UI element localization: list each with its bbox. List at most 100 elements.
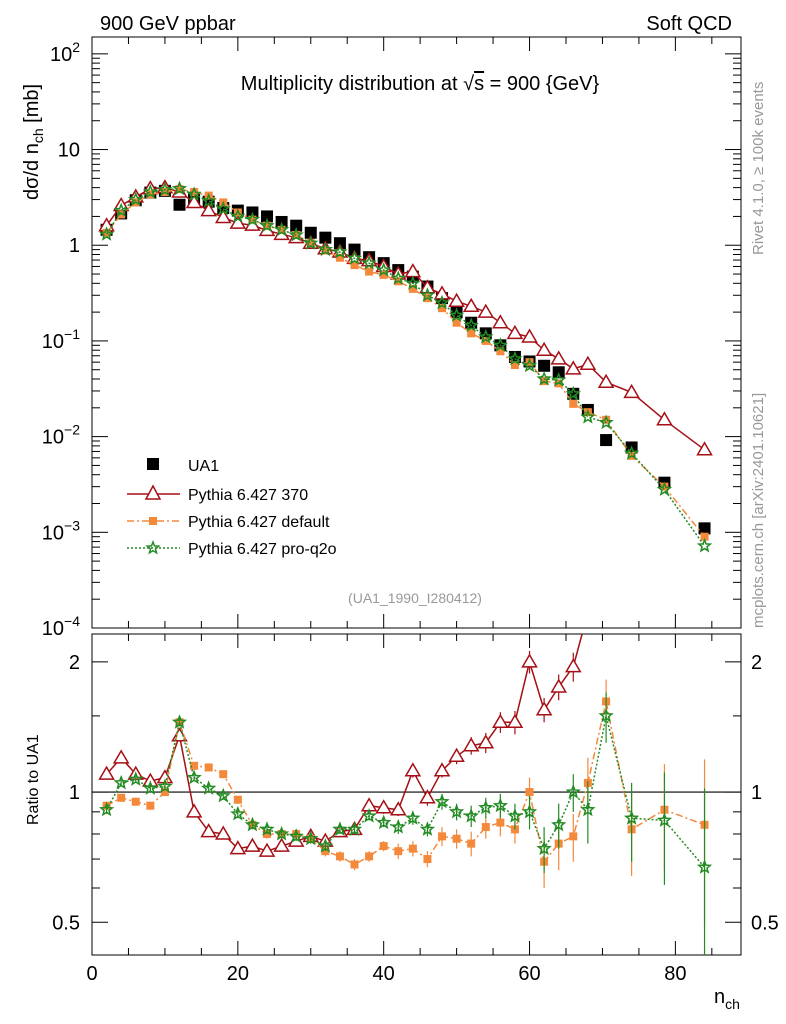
data-point	[462, 297, 480, 313]
data-point	[408, 284, 417, 293]
ratio-point	[350, 860, 359, 869]
y-tick-label: 10−2	[42, 422, 80, 449]
ratio-point	[463, 808, 479, 823]
data-point	[434, 294, 450, 310]
ratio-point	[438, 832, 447, 841]
data-point	[361, 255, 377, 270]
ratio-y-tick-label-right: 1	[751, 782, 762, 804]
legend-label-default: Pythia 6.427 default	[188, 514, 330, 531]
ratio-point	[258, 842, 276, 857]
data-point	[506, 324, 524, 340]
data-point	[157, 181, 173, 197]
ratio-point	[696, 859, 713, 874]
ratio-point	[598, 707, 614, 723]
data-point	[597, 373, 615, 388]
ratio-y-tick-label-right: 2	[751, 652, 762, 674]
data-point	[244, 211, 261, 227]
legend-item-370: Pythia 6.427 370	[127, 484, 308, 504]
legend-label-370: Pythia 6.427 370	[188, 487, 308, 504]
main-plot-frame	[91, 36, 742, 629]
data-point	[565, 385, 581, 401]
x-tick-label: 0	[86, 963, 97, 985]
data-point	[535, 341, 553, 356]
ratio-point	[419, 821, 436, 836]
data-point	[433, 285, 451, 300]
data-point	[564, 360, 582, 375]
legend: UA1 Pythia 6.427 370 Pythia 6.427 defaul…	[127, 458, 337, 558]
ratio-point	[146, 801, 155, 810]
ratio-point	[390, 819, 406, 834]
ratio-point	[496, 818, 505, 827]
ratio-point	[171, 714, 188, 729]
data-point	[452, 318, 461, 327]
data-point	[333, 237, 346, 250]
data-point	[521, 328, 538, 343]
data-point	[348, 243, 361, 256]
data-point	[419, 279, 436, 294]
ratio-point	[365, 852, 374, 861]
ratio-point	[201, 780, 217, 795]
ratio-point	[233, 795, 242, 804]
data-point	[698, 522, 711, 535]
data-point	[405, 275, 421, 290]
ratio-series-line	[106, 634, 583, 852]
header-right: Soft QCD	[646, 13, 732, 35]
legend-item-proq2o: Pythia 6.427 pro-q2o	[127, 539, 337, 558]
ratio-point	[521, 653, 538, 668]
data-point	[317, 241, 334, 257]
data-point	[142, 183, 158, 199]
ratio-point	[98, 765, 115, 780]
ratio-point	[492, 713, 509, 729]
data-point	[186, 186, 202, 201]
ratio-point	[375, 799, 392, 814]
ratio-series	[98, 634, 713, 955]
ratio-y-tick-label: 0.5	[52, 912, 80, 934]
ratio-plot-frame	[91, 633, 742, 956]
data-point	[200, 202, 217, 217]
data-point	[538, 359, 551, 372]
data-point	[214, 208, 232, 224]
ratio-point	[419, 789, 436, 804]
data-point	[463, 317, 479, 333]
data-point	[448, 292, 465, 307]
data-point	[98, 226, 115, 241]
data-point	[173, 198, 186, 211]
data-point	[229, 214, 247, 229]
data-point	[332, 243, 348, 259]
main-axes: 102 10 1 10−1 10−2 10−3 10−4	[42, 37, 741, 640]
ratio-point	[492, 797, 509, 813]
y-tick-label: 10−1	[42, 326, 80, 353]
data-point	[171, 180, 188, 196]
ratio-point	[335, 852, 344, 861]
x-tick-label: 60	[518, 963, 540, 985]
ratio-point	[569, 832, 578, 841]
chart-title: Multiplicity distribution at √s = 900 {G…	[241, 73, 600, 95]
ratio-y-axis-label: Ratio to UA1	[25, 734, 42, 825]
x-tick-label: 20	[227, 963, 249, 985]
ratio-point	[448, 747, 465, 763]
data-point	[481, 336, 490, 345]
ratio-point	[536, 840, 552, 856]
data-point	[113, 202, 129, 218]
ratio-y-tick-label: 1	[69, 782, 80, 804]
data-point	[117, 210, 126, 219]
ratio-point	[128, 771, 144, 786]
y-tick-label: 10−4	[42, 613, 80, 640]
ratio-point	[448, 803, 465, 819]
ratio-point	[303, 830, 319, 846]
data-point	[467, 329, 476, 338]
data-point	[510, 361, 519, 370]
ratio-point	[131, 797, 140, 806]
data-point	[478, 328, 494, 344]
x-axis-label: nch	[714, 986, 740, 1012]
data-point	[346, 250, 363, 265]
ratio-point	[273, 837, 290, 852]
data-point	[379, 270, 388, 279]
ratio-point	[507, 808, 523, 823]
data-point	[190, 188, 199, 197]
ratio-point	[273, 825, 290, 841]
data-point	[660, 482, 669, 491]
ratio-point	[551, 816, 567, 832]
data-point	[273, 221, 290, 237]
ratio-point	[481, 823, 490, 832]
